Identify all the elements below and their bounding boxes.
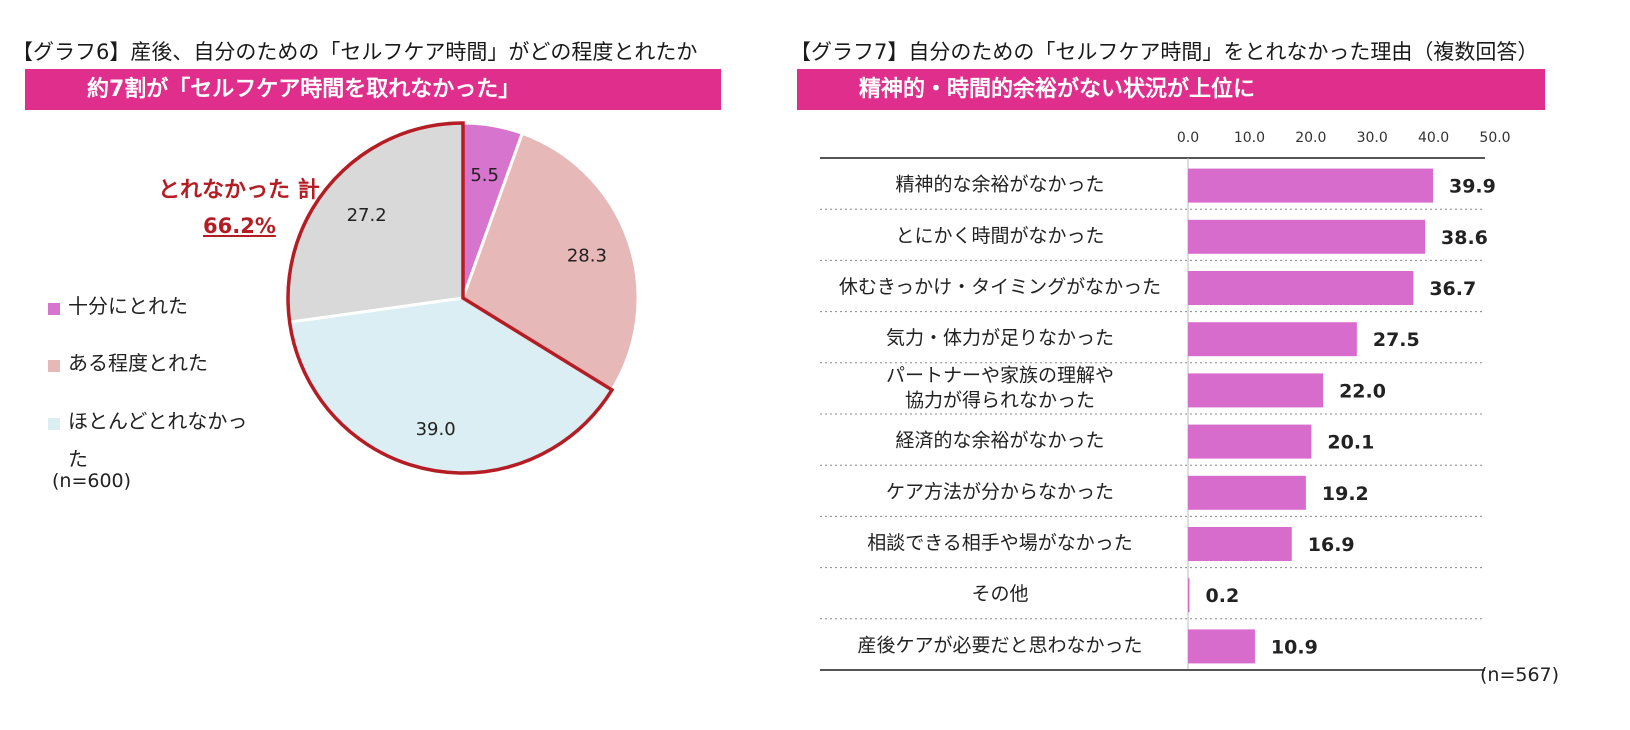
pie-slice-somewhat	[461, 131, 640, 392]
graph6-banner: 約7割が「セルフケア時間を取れなかった」	[25, 69, 721, 110]
pie-label-sufficient: 5.5	[470, 165, 499, 186]
legend-label: ある程度とれた	[68, 351, 208, 375]
bar-value-label: 22.0	[1339, 380, 1386, 402]
pie-label-somewhat: 28.3	[567, 246, 607, 267]
bar	[1188, 629, 1255, 664]
x-tick-label: 40.0	[1418, 130, 1449, 146]
bar-value-label: 20.1	[1327, 432, 1374, 454]
category-label: パートナーや家族の理解や協力が得られなかった	[886, 364, 1114, 411]
category-label: とにかく時間がなかった	[895, 225, 1104, 247]
bar	[1188, 271, 1414, 305]
not-taken-total-label: とれなかった 計	[158, 178, 320, 203]
bar-value-label: 16.9	[1308, 534, 1355, 556]
category-label: その他	[971, 583, 1028, 605]
graph7-panel: 【グラフ7】自分のための「セルフケア時間」をとれなかった理由（複数回答） 精神的…	[790, 0, 1630, 730]
x-tick-label: 30.0	[1357, 130, 1388, 146]
bar-value-label: 10.9	[1271, 636, 1318, 658]
legend-label: 十分にとれた	[68, 294, 188, 318]
bar-value-label: 0.2	[1206, 585, 1240, 607]
not-taken-highlight-outline	[286, 121, 615, 475]
graph6-title: 【グラフ6】産後、自分のための「セルフケア時間」がどの程度とれたか	[12, 40, 698, 64]
bar	[1188, 475, 1306, 510]
legend-swatch	[48, 418, 60, 430]
bar	[1188, 168, 1433, 203]
bar	[1188, 527, 1292, 561]
legend-item-sufficient: 十分にとれた	[48, 294, 263, 325]
x-tick-label: 20.0	[1295, 130, 1326, 146]
pie-label-not-much: 39.0	[416, 419, 456, 440]
bar-chart: 0.0 10.0 20.0 30.0 40.0 50.0 精神的な余裕がなかった 39.9 とに…	[820, 130, 1511, 671]
x-tick-label: 10.0	[1234, 130, 1265, 146]
bar	[1188, 373, 1324, 408]
graph6-sample-size: (n=600)	[52, 470, 132, 492]
bar-value-label: 38.6	[1441, 227, 1488, 249]
legend-item-somewhat: ある程度とれた	[48, 351, 263, 382]
graph6-panel: 【グラフ6】産後、自分のための「セルフケア時間」がどの程度とれたか 約7割が「セ…	[0, 0, 760, 730]
graph7-banner: 精神的・時間的余裕がない状況が上位に	[797, 69, 1545, 110]
legend-swatch	[48, 360, 60, 372]
category-label: 相談できる相手や場がなかった	[867, 532, 1133, 554]
x-tick-label: 0.0	[1177, 130, 1199, 146]
bar-value-label: 36.7	[1429, 278, 1476, 300]
graph7-sample-size: (n=567)	[1480, 664, 1560, 686]
legend-item-not-much: ほとんどとれなかった	[48, 409, 263, 478]
category-label: 経済的な余裕がなかった	[895, 430, 1104, 452]
category-label: ケア方法が分からなかった	[886, 481, 1114, 503]
bar	[1188, 219, 1426, 254]
bar	[1188, 424, 1312, 459]
bar-value-label: 19.2	[1322, 483, 1369, 505]
not-taken-total-value: 66.2%	[203, 214, 276, 238]
category-label: 産後ケアが必要だと思わなかった	[857, 634, 1142, 656]
category-label: 精神的な余裕がなかった	[895, 174, 1104, 196]
bar-value-label: 27.5	[1373, 329, 1420, 351]
category-label: 休むきっかけ・タイミングがなかった	[839, 276, 1161, 298]
pie-chart: 5.5 28.3 39.0 27.2	[286, 121, 640, 475]
legend-label: ほとんどとれなかった	[68, 409, 248, 471]
bar	[1188, 578, 1190, 613]
pie-label-not-at-all: 27.2	[347, 205, 387, 226]
category-label: 気力・体力が足りなかった	[886, 327, 1114, 349]
bar-value-label: 39.9	[1449, 176, 1496, 198]
bar	[1188, 322, 1357, 357]
graph7-title: 【グラフ7】自分のための「セルフケア時間」をとれなかった理由（複数回答）	[790, 40, 1539, 64]
legend-swatch	[48, 303, 60, 315]
x-tick-label: 50.0	[1479, 130, 1510, 146]
